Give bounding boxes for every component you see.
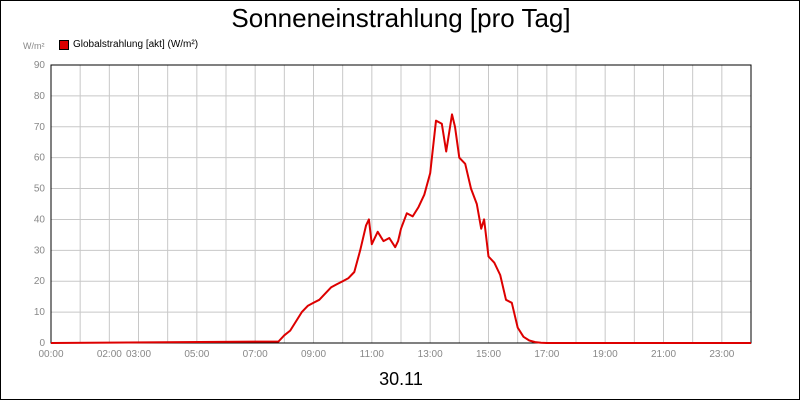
x-tick-label: 07:00 xyxy=(243,349,268,360)
legend-label: Globalstrahlung [akt] (W/m²) xyxy=(73,39,199,50)
y-tick-label: 80 xyxy=(34,91,46,102)
x-tick-label: 23:00 xyxy=(709,349,734,360)
x-tick-label: 21:00 xyxy=(651,349,676,360)
x-tick-label: 15:00 xyxy=(476,349,501,360)
y-tick-label: 20 xyxy=(34,276,46,287)
x-tick-label: 09:00 xyxy=(301,349,326,360)
y-tick-label: 70 xyxy=(34,122,46,133)
x-tick-label: 00:00 xyxy=(38,349,63,360)
legend: Globalstrahlung [akt] (W/m²) xyxy=(59,39,198,50)
y-axis-unit-label: W/m² xyxy=(23,41,45,51)
y-tick-label: 50 xyxy=(34,184,46,195)
x-tick-label: 03:00 xyxy=(126,349,151,360)
y-tick-label: 30 xyxy=(34,245,46,256)
y-tick-label: 10 xyxy=(34,307,46,318)
legend-swatch xyxy=(59,39,69,50)
x-tick-label: 17:00 xyxy=(534,349,559,360)
x-tick-label: 13:00 xyxy=(418,349,443,360)
x-tick-label: 11:00 xyxy=(360,349,385,360)
y-tick-label: 90 xyxy=(34,60,46,71)
x-tick-label: 19:00 xyxy=(593,349,618,360)
chart-title: Sonneneinstrahlung [pro Tag] xyxy=(231,3,571,33)
y-tick-label: 40 xyxy=(34,214,46,225)
y-tick-label: 0 xyxy=(39,338,45,349)
y-tick-label: 60 xyxy=(34,153,46,164)
series-line-globalstrahlung xyxy=(50,113,751,344)
plot-border xyxy=(50,64,752,344)
x-axis-date-label: 30.11 xyxy=(379,369,423,389)
x-tick-label: 05:00 xyxy=(184,349,209,360)
x-tick-label: 02:00 xyxy=(97,349,122,360)
